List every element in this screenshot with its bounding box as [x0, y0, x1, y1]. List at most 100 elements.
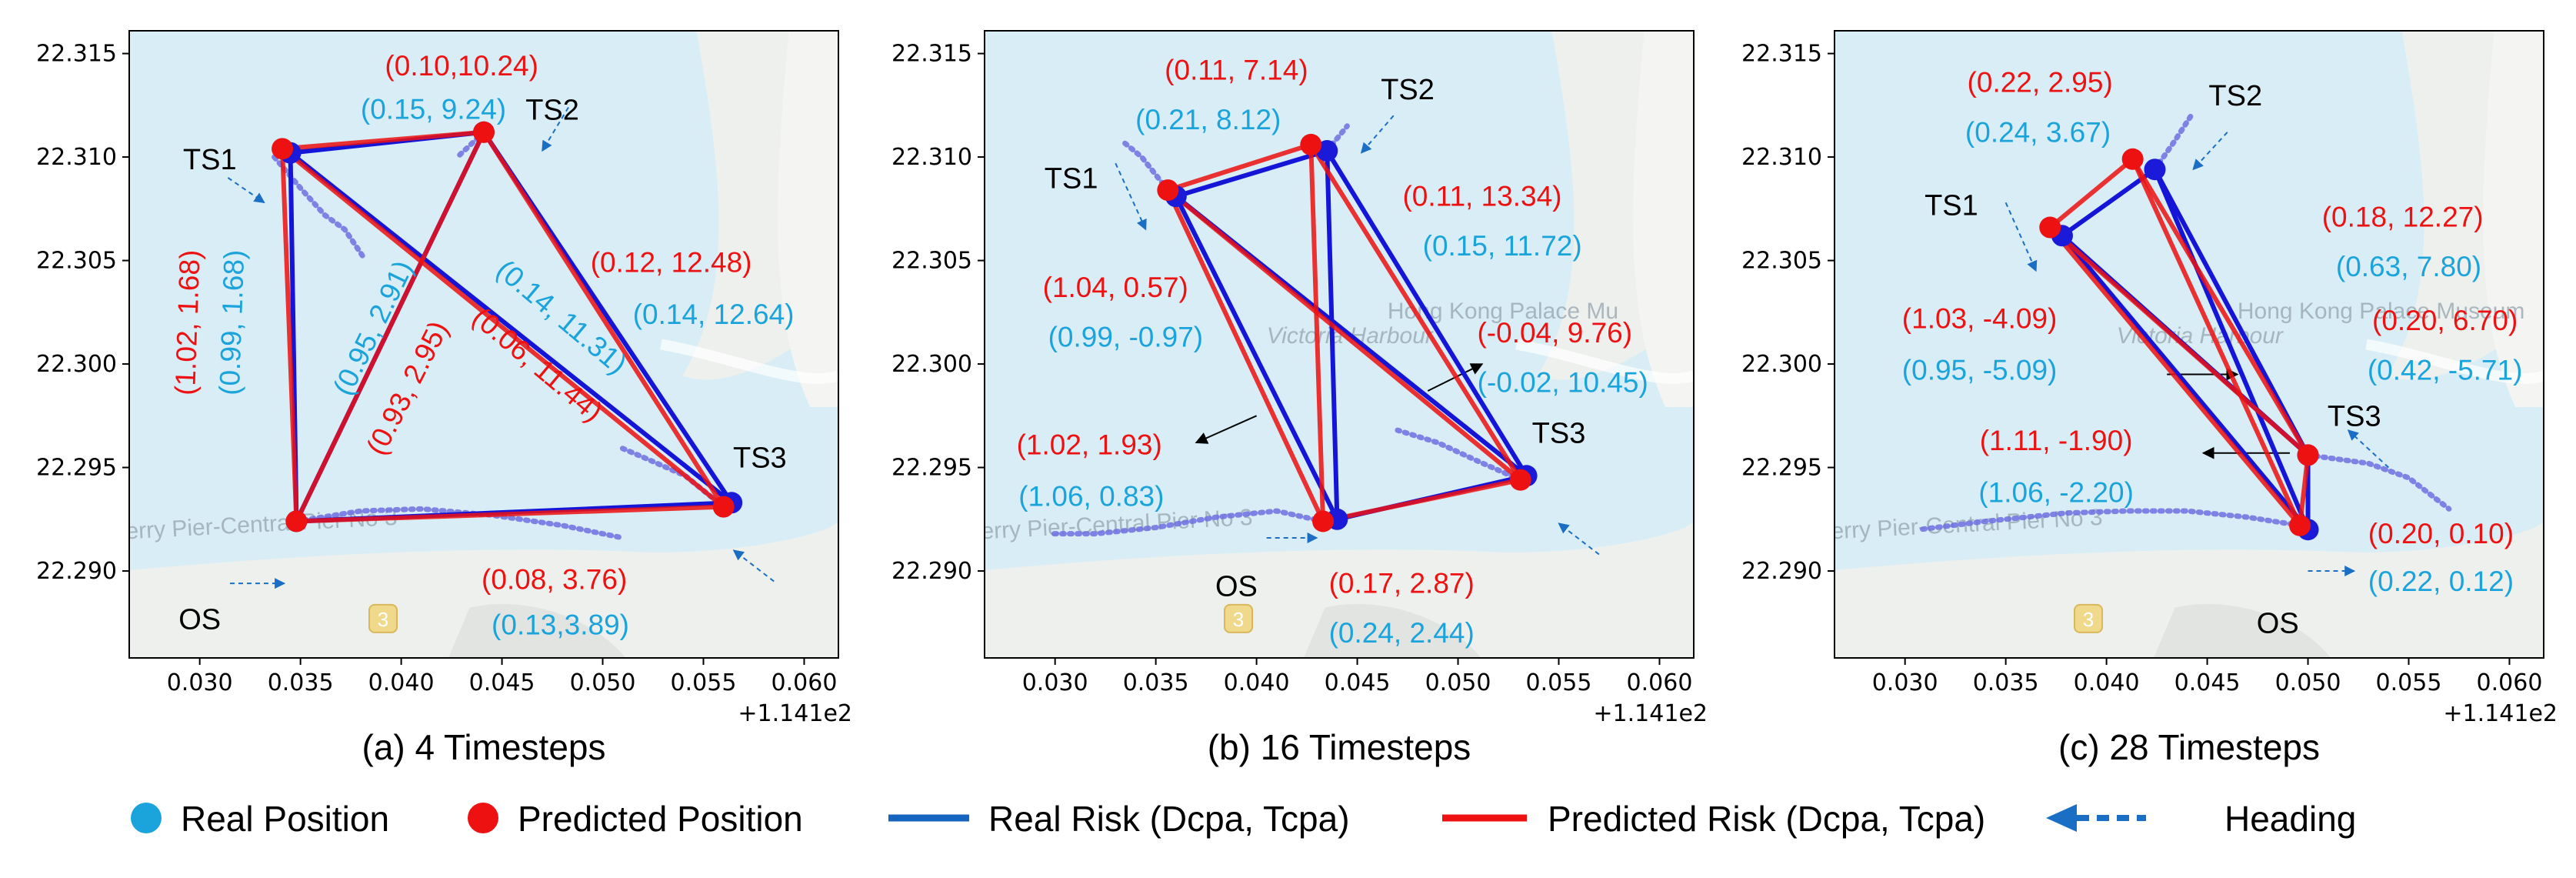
x-offset-label: +1.141e2 — [738, 700, 852, 727]
x-tick-label: 0.050 — [2275, 669, 2341, 696]
track-os — [1050, 508, 1326, 537]
land-east — [778, 31, 838, 407]
track-ts2 — [2151, 112, 2194, 172]
y-tick-label: 22.305 — [36, 248, 117, 275]
y-tick-label: 22.295 — [36, 455, 117, 482]
x-tick-label: 0.055 — [1526, 669, 1592, 696]
route-shield-label: 3 — [378, 608, 388, 631]
track-ts1 — [1118, 138, 1171, 193]
risk-annotation-1: (0.22, 2.95) — [1968, 67, 2113, 98]
predicted-position-ts1 — [272, 138, 294, 160]
route-shield-icon — [368, 603, 398, 633]
risk-annotation-9: (1.02, 1.93) — [1017, 429, 1162, 460]
predicted-risk-line-ts1-os — [2048, 225, 2302, 527]
land-south — [129, 519, 838, 658]
ship-label-os: OS — [178, 603, 221, 636]
panels: erry Pier-Central Pier No 330.030 0.035 0.… — [36, 30, 2558, 767]
predicted-position-ts3 — [1509, 469, 1531, 491]
predicted-risk-line-ts1-ts3 — [281, 146, 725, 509]
ship-label-ts1: TS1 — [183, 144, 237, 176]
x-tick-label: 0.040 — [2074, 669, 2140, 696]
x-tick-label: 0.050 — [1425, 669, 1491, 696]
predicted-risk-line-ts1-ts2 — [1167, 142, 1312, 192]
heading-arrow-ts3 — [1558, 522, 1600, 556]
route-shield-icon — [2074, 603, 2104, 633]
track-ts3 — [2305, 452, 2452, 512]
legend: Real Position Predicted Position Real Ri… — [131, 799, 2356, 839]
heading-arrow-ts1 — [1115, 162, 1147, 231]
x-tick-label: 0.055 — [2376, 669, 2442, 696]
predicted-position-ts3 — [712, 496, 735, 518]
legend-predicted-position-marker — [468, 803, 498, 833]
predicted-position-os — [2289, 514, 2311, 536]
risk-annotation-11: (0.17, 2.87) — [1329, 568, 1475, 599]
y-tick-label: 22.305 — [891, 248, 972, 275]
x-tick-label: 0.035 — [1973, 669, 2039, 696]
risk-annotation-8: (-0.02, 10.45) — [1478, 367, 1648, 399]
real-risk-line-ts1-ts2 — [1175, 149, 1328, 199]
risk-annotation-3: (0.18, 12.27) — [2322, 202, 2484, 233]
predicted-position-ts1 — [1157, 179, 1179, 202]
axes-frame — [984, 30, 1695, 659]
plot-area: TS1 TS2 TS3 OS (0.11, 7.14) (0.21, 8.12) (0.11… — [1017, 55, 1648, 649]
x-tick-label: 0.060 — [771, 669, 838, 696]
x-tick-label: 0.040 — [368, 669, 435, 696]
predicted-risk-line-os-ts3 — [1322, 477, 1521, 524]
risk-annotation-11: (0.20, 0.10) — [2368, 518, 2514, 549]
real-risk-line-ts2-os — [2152, 169, 2311, 531]
risk-annotation-4: (0.15, 11.72) — [1423, 230, 1582, 262]
x-tick-label: 0.055 — [671, 669, 737, 696]
track-os — [293, 506, 626, 541]
risk-annotation-4: (0.14, 12.64) — [633, 299, 795, 330]
predicted-risk-line-ts2-ts3 — [1308, 143, 1523, 482]
risk-annotation-3: (0.12, 12.48) — [591, 247, 752, 279]
x-tick-label: 0.050 — [570, 669, 636, 696]
land-south — [985, 519, 1694, 658]
predicted-risk-line-ts1-os — [1165, 189, 1325, 522]
ship-label-ts2: TS2 — [525, 95, 579, 127]
predicted-position-ts2 — [2121, 148, 2144, 170]
y-tick-label: 22.315 — [891, 41, 972, 68]
x-tick-label: 0.040 — [1224, 669, 1290, 696]
predicted-risk-line-ts2-ts3 — [2131, 158, 2311, 456]
predicted-position-ts1 — [2039, 216, 2061, 239]
predicted-position-os — [1312, 510, 1335, 532]
road-line — [660, 339, 838, 384]
ship-label-os: OS — [2257, 608, 2299, 640]
legend-real-position-label: Real Position — [181, 799, 389, 839]
risk-annotation-12: (0.24, 2.44) — [1329, 617, 1475, 649]
risk-annotation-5: (1.04, 0.57) — [1043, 272, 1188, 303]
predicted-position-ts2 — [473, 121, 495, 143]
x-offset-label: +1.141e2 — [1593, 700, 1708, 727]
y-tick-label: 22.295 — [891, 455, 972, 482]
x-tick-label: 0.030 — [1022, 669, 1088, 696]
predicted-risk-line-ts2-os — [294, 131, 486, 522]
ship-label-os: OS — [1215, 570, 1258, 603]
risk-annotation-7: (0.20, 6.70) — [2372, 305, 2518, 336]
risk-annotation-11: (0.08, 3.76) — [482, 563, 627, 595]
x-tick-label: 0.035 — [1123, 669, 1189, 696]
risk-annotation-2: (0.21, 8.12) — [1135, 104, 1281, 135]
heading-arrow-ts1 — [227, 177, 265, 204]
risk-annotation-6: (0.99, -0.97) — [1048, 322, 1204, 353]
plot-area: TS1 TS2 TS3 OS (0.22, 2.95) (0.24, 3.67) (0.18… — [1902, 67, 2523, 640]
risk-annotation-1: (0.10,10.24) — [385, 50, 538, 82]
x-tick-label: 0.035 — [268, 669, 334, 696]
x-tick-label: 0.060 — [1627, 669, 1693, 696]
heading-arrow-ts3 — [2347, 429, 2389, 469]
risk-annotation-5: (1.02, 1.68) — [169, 249, 206, 396]
y-tick-label: 22.305 — [1741, 248, 1822, 275]
road-line — [1515, 339, 1694, 384]
risk-annotation-2: (0.24, 3.67) — [1965, 116, 2111, 148]
ship-label-ts2: TS2 — [1381, 74, 1435, 106]
ship-label-ts1: TS1 — [1045, 162, 1098, 195]
y-tick-label: 22.300 — [36, 351, 117, 378]
y-tick-label: 22.310 — [1741, 144, 1822, 171]
predicted-risk-line-os-ts3 — [2298, 455, 2311, 526]
risk-annotation-3: (0.11, 13.34) — [1402, 181, 1561, 212]
risk-annotation-10: (1.06, -2.20) — [1978, 476, 2134, 508]
x-offset-label: +1.141e2 — [2443, 700, 2558, 727]
